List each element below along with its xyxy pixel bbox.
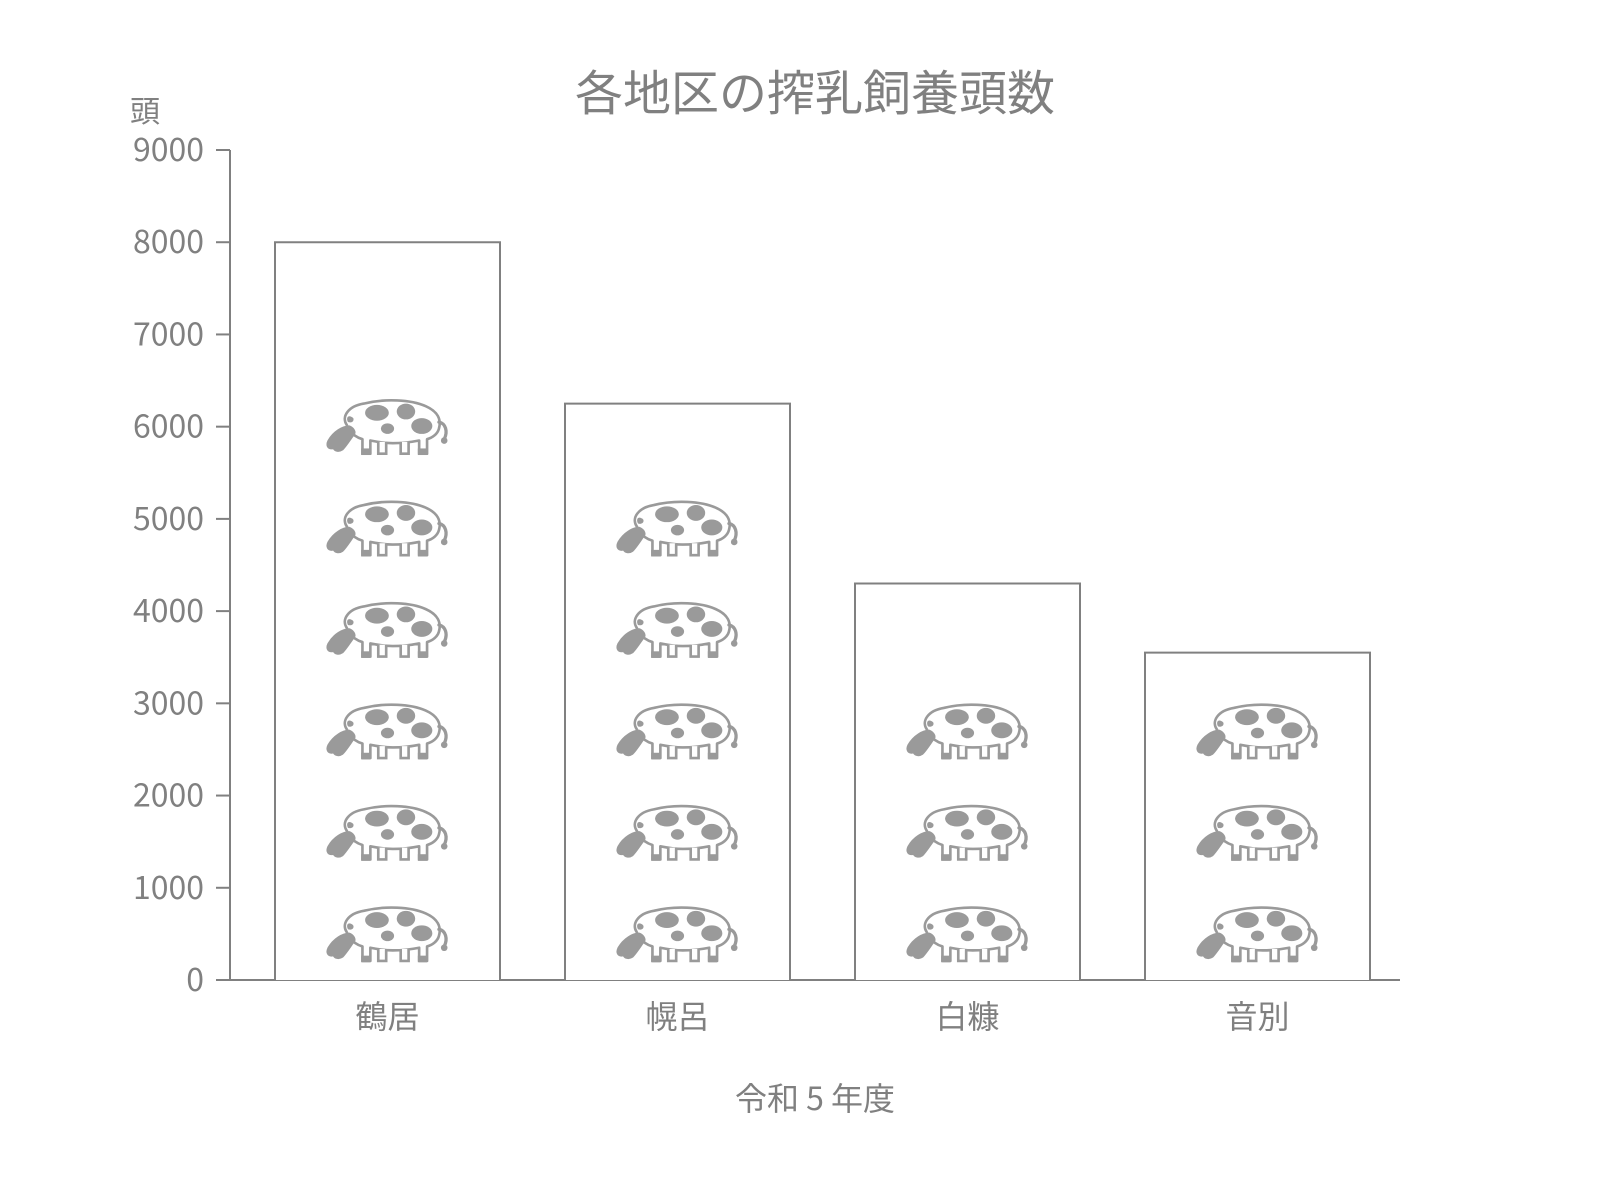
y-tick-label: 2000 bbox=[133, 771, 204, 817]
x-category-label: 幌呂 bbox=[645, 992, 709, 1038]
x-category-label: 白糠 bbox=[935, 992, 999, 1038]
y-tick-label: 4000 bbox=[133, 586, 204, 632]
chart-subtitle: 令和 5 年度 bbox=[735, 1074, 895, 1120]
bar bbox=[565, 404, 790, 980]
x-category-label: 鶴居 bbox=[355, 992, 419, 1038]
y-tick-label: 8000 bbox=[133, 217, 204, 263]
chart-container: 各地区の搾乳飼養頭数頭01000200030004000500060007000… bbox=[0, 0, 1600, 1200]
y-tick-label: 6000 bbox=[133, 402, 204, 448]
y-tick-label: 1000 bbox=[133, 863, 204, 909]
y-tick-label: 7000 bbox=[133, 309, 204, 355]
y-tick-label: 5000 bbox=[133, 494, 204, 540]
chart-title: 各地区の搾乳飼養頭数 bbox=[575, 54, 1055, 124]
y-tick-label: 9000 bbox=[133, 125, 204, 171]
chart-svg: 各地区の搾乳飼養頭数頭01000200030004000500060007000… bbox=[0, 0, 1600, 1200]
x-category-label: 音別 bbox=[1225, 992, 1289, 1038]
y-tick-label: 0 bbox=[186, 955, 204, 1001]
y-tick-label: 3000 bbox=[133, 678, 204, 724]
